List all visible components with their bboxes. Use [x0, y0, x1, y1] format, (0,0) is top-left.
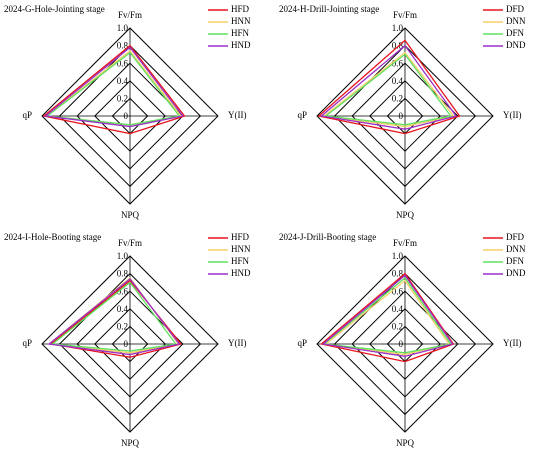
legend-label: DNN: [506, 16, 526, 26]
r-tick-label: 0.8: [392, 269, 404, 279]
chart-title: 2024-J-Drill-Booting stage: [279, 232, 376, 242]
legend-label: HFD: [231, 4, 250, 14]
axis-label: Fv/Fm: [393, 238, 417, 248]
r-tick-label: 0.4: [392, 76, 404, 86]
axis-label: qP: [22, 338, 32, 348]
r-tick-label: 0.2: [392, 321, 403, 331]
r-tick-label: 1.0: [117, 23, 129, 33]
legend-label: HFD: [231, 232, 250, 242]
r-tick-label: 0.6: [117, 58, 129, 68]
legend-label: HND: [231, 40, 251, 50]
legend-label: HND: [231, 268, 251, 278]
axis-label: NPQ: [121, 438, 140, 448]
legend-label: HFN: [231, 256, 250, 266]
series-polygon: [322, 51, 455, 128]
axis-label: Fv/Fm: [118, 238, 142, 248]
legend-label: DFD: [506, 4, 525, 14]
axis-label: NPQ: [121, 210, 140, 220]
r-tick-label: 0.8: [392, 41, 404, 51]
r-tick-label: 1.0: [392, 251, 404, 261]
series-polygon: [43, 46, 184, 128]
series-polygon: [324, 279, 451, 356]
r-tick-label: 0.6: [392, 58, 404, 68]
legend-label: HFN: [231, 28, 250, 38]
legend-label: HNN: [231, 244, 251, 254]
axis-label: NPQ: [396, 438, 415, 448]
r-tick-label: 0.6: [117, 286, 129, 296]
series-polygon: [47, 277, 181, 356]
chart-title: 2024-H-Drill-Jointing stage: [279, 4, 379, 14]
legend-label: DND: [506, 268, 526, 278]
r-tick-label: 0.2: [117, 321, 128, 331]
axis-label: Fv/Fm: [393, 10, 417, 20]
chart-title: 2024-G-Hole-Jointing stage: [4, 4, 105, 14]
axis-label: Y(II): [503, 110, 522, 120]
series-polygon: [322, 277, 452, 354]
r-tick-label: 0.6: [392, 286, 404, 296]
r-tick-label: 0.4: [392, 304, 404, 314]
axis-label: NPQ: [396, 210, 415, 220]
r-tick-label: 0.2: [392, 93, 403, 103]
r-tick-label: 0.8: [117, 41, 129, 51]
axis-label: Y(II): [228, 338, 247, 348]
legend-label: DND: [506, 40, 526, 50]
axis-label: qP: [297, 338, 307, 348]
series-polygon: [42, 44, 186, 135]
r-tick-label: 0.4: [117, 304, 129, 314]
axis-label: Fv/Fm: [118, 10, 142, 20]
series-polygon: [324, 53, 452, 126]
legend-label: DNN: [506, 244, 526, 254]
r-tick-label: 0.4: [117, 76, 129, 86]
legend-label: DFD: [506, 232, 525, 242]
chart-title: 2024-I-Hole-Booting stage: [4, 232, 101, 242]
series-polygon: [319, 44, 458, 130]
series-polygon: [50, 281, 177, 352]
axis-label: Y(II): [228, 110, 247, 120]
r-tick-label: 1.0: [117, 251, 129, 261]
series-polygon: [45, 51, 181, 126]
r-tick-label: 0.8: [117, 269, 129, 279]
legend-label: DFN: [506, 28, 525, 38]
axis-label: Y(II): [503, 338, 522, 348]
legend-label: DFN: [506, 256, 525, 266]
axis-label: qP: [297, 110, 307, 120]
series-polygon: [319, 272, 455, 363]
r-tick-label: 0.2: [117, 93, 128, 103]
legend-label: HNN: [231, 16, 251, 26]
axis-label: qP: [22, 110, 32, 120]
series-polygon: [321, 274, 454, 357]
r-tick-label: 1.0: [392, 23, 404, 33]
series-polygon: [317, 39, 461, 135]
